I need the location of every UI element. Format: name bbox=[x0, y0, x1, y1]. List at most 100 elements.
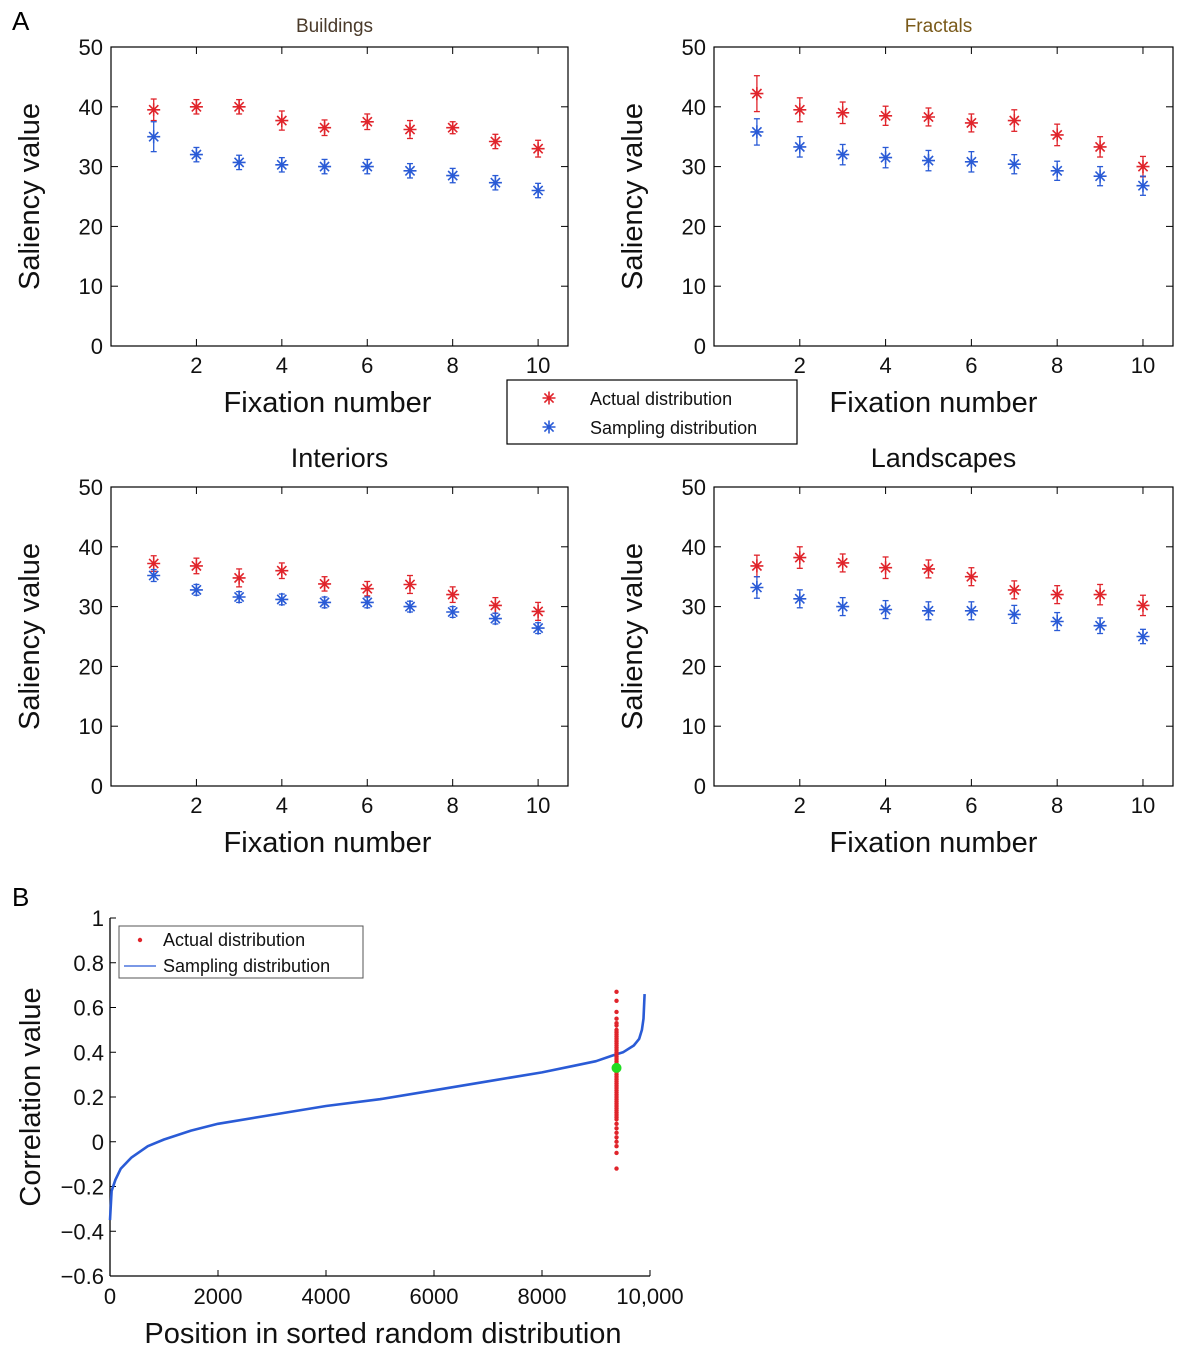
legend-actual-marker bbox=[137, 937, 143, 943]
actual-point bbox=[614, 1135, 619, 1140]
x-tick-label: 8 bbox=[1051, 353, 1063, 378]
point-actual-distribution bbox=[360, 582, 374, 596]
y-tick-label: −0.4 bbox=[61, 1219, 104, 1244]
point-actual-distribution bbox=[922, 562, 935, 576]
x-tick-label: 4 bbox=[879, 353, 891, 378]
point-sampling-distribution bbox=[360, 595, 374, 609]
point-actual-distribution bbox=[793, 551, 807, 565]
point-actual-distribution bbox=[488, 598, 502, 612]
point-actual-distribution bbox=[1136, 598, 1150, 612]
point-sampling-distribution bbox=[964, 155, 978, 169]
point-sampling-distribution bbox=[403, 164, 417, 178]
y-tick-label: 40 bbox=[682, 95, 706, 120]
x-tick-label: 8 bbox=[447, 353, 459, 378]
y-tick-label: 0 bbox=[694, 774, 706, 799]
x-tick-label: 6 bbox=[361, 353, 373, 378]
point-sampling-distribution bbox=[1007, 607, 1021, 621]
point-sampling-distribution bbox=[922, 604, 935, 618]
actual-point bbox=[614, 1016, 619, 1021]
point-sampling-distribution bbox=[232, 590, 246, 604]
x-tick-label: 2 bbox=[190, 793, 202, 818]
point-sampling-distribution bbox=[446, 605, 460, 619]
point-sampling-distribution bbox=[318, 160, 332, 174]
y-tick-label: 0.4 bbox=[73, 1040, 104, 1065]
point-actual-distribution bbox=[1007, 114, 1021, 128]
point-actual-distribution bbox=[488, 135, 502, 148]
y-tick-label: 40 bbox=[79, 95, 103, 120]
point-sampling-distribution bbox=[446, 169, 460, 183]
point-sampling-distribution bbox=[1136, 630, 1150, 643]
point-actual-distribution bbox=[964, 570, 978, 584]
y-axis-label: Saliency value bbox=[14, 543, 46, 730]
chart-title: Buildings bbox=[296, 16, 373, 37]
x-tick-label: 4 bbox=[879, 793, 891, 818]
y-tick-label: 0 bbox=[92, 1130, 104, 1155]
point-sampling-distribution bbox=[1136, 179, 1150, 193]
actual-point bbox=[614, 1121, 619, 1127]
point-actual-distribution bbox=[147, 103, 161, 117]
x-axis-label: Fixation number bbox=[830, 827, 1038, 859]
x-tick-label: 10 bbox=[526, 793, 550, 818]
point-actual-distribution bbox=[964, 116, 978, 130]
point-sampling-distribution bbox=[275, 158, 289, 172]
x-tick-label: 4 bbox=[276, 793, 288, 818]
point-sampling-distribution bbox=[531, 184, 545, 197]
chart-correlation: −0.6 −0.4 −0.2 0 0.2 0.4 0.6 0.8 1 0 2000 4000 6000 8… bbox=[15, 906, 684, 1350]
y-tick-label: 0.8 bbox=[73, 951, 104, 976]
point-sampling-distribution bbox=[488, 612, 502, 626]
legend-panel-a: Actual distribution Sampling distributio… bbox=[506, 379, 798, 445]
chart-title: Landscapes bbox=[871, 443, 1017, 473]
y-tick-label: 0.6 bbox=[73, 996, 104, 1021]
y-tick-label: 10 bbox=[79, 274, 103, 299]
x-tick-label: 4000 bbox=[302, 1284, 351, 1309]
legend-actual-star bbox=[542, 391, 556, 405]
point-sampling-distribution bbox=[879, 151, 893, 165]
point-actual-distribution bbox=[750, 87, 764, 101]
y-tick-label: 50 bbox=[682, 35, 706, 60]
y-tick-label: 20 bbox=[682, 214, 706, 239]
actual-point bbox=[614, 1009, 619, 1015]
actual-point bbox=[614, 989, 619, 995]
point-actual-distribution bbox=[1050, 588, 1064, 602]
point-sampling-distribution bbox=[836, 600, 850, 614]
point-sampling-distribution bbox=[147, 569, 161, 582]
x-tick-label: 10 bbox=[526, 353, 550, 378]
actual-point bbox=[614, 1144, 619, 1149]
sampling-curve bbox=[108, 994, 646, 1221]
y-tick-label: 30 bbox=[682, 595, 706, 620]
point-sampling-distribution bbox=[964, 604, 978, 618]
point-sampling-distribution bbox=[750, 125, 764, 139]
point-sampling-distribution bbox=[232, 155, 246, 169]
chart-title: Interiors bbox=[291, 443, 389, 473]
point-sampling-distribution bbox=[793, 140, 807, 154]
point-actual-distribution bbox=[1007, 583, 1021, 597]
y-tick-label: 10 bbox=[682, 274, 706, 299]
y-tick-label: 1 bbox=[92, 906, 104, 931]
x-tick-label: 10 bbox=[1131, 793, 1155, 818]
point-actual-distribution bbox=[360, 115, 374, 129]
legend-panel-b: Actual distribution Sampling distribution bbox=[118, 925, 364, 979]
point-actual-distribution bbox=[1093, 588, 1107, 602]
legend-box bbox=[506, 379, 798, 445]
y-tick-label: −0.6 bbox=[61, 1264, 104, 1289]
chart-landscapes: 0 10 20 30 40 50 2 4 6 8 10 Fixation number Saliency… bbox=[617, 443, 1174, 859]
point-actual-distribution bbox=[147, 557, 161, 570]
x-tick-label: 6 bbox=[361, 793, 373, 818]
x-tick-label: 8000 bbox=[518, 1284, 567, 1309]
x-tick-label: 2 bbox=[794, 353, 806, 378]
legend-actual-marker bbox=[542, 391, 556, 405]
chart-title: Fractals bbox=[905, 16, 973, 37]
actual-point bbox=[614, 1150, 619, 1156]
point-actual-distribution bbox=[531, 604, 545, 618]
y-axis-label: Correlation value bbox=[15, 987, 47, 1206]
point-sampling-distribution bbox=[531, 621, 545, 635]
y-tick-label: 30 bbox=[79, 155, 103, 180]
point-actual-distribution bbox=[189, 100, 203, 114]
point-actual-distribution bbox=[879, 109, 893, 123]
point-sampling-distribution bbox=[147, 130, 161, 144]
point-actual-distribution bbox=[275, 114, 289, 128]
point-sampling-distribution bbox=[275, 592, 289, 606]
point-actual-distribution bbox=[879, 561, 893, 575]
actual-point bbox=[614, 1166, 619, 1171]
